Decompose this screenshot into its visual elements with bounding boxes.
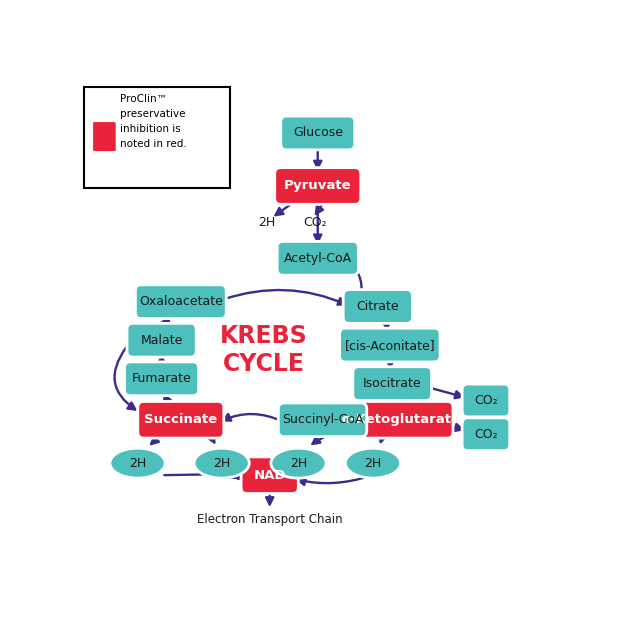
FancyBboxPatch shape [462, 418, 510, 451]
FancyBboxPatch shape [92, 121, 117, 151]
Text: [cis-Aconitate]: [cis-Aconitate] [345, 339, 435, 352]
FancyBboxPatch shape [84, 87, 230, 188]
FancyBboxPatch shape [127, 324, 196, 357]
Text: 2H: 2H [129, 456, 146, 470]
Text: KREBS
CYCLE: KREBS CYCLE [220, 324, 308, 376]
Text: ProClin™
preservative
inhibition is
noted in red.: ProClin™ preservative inhibition is note… [120, 95, 187, 149]
Text: Pyruvate: Pyruvate [284, 180, 352, 192]
FancyBboxPatch shape [278, 403, 367, 437]
Text: NAD: NAD [254, 469, 286, 481]
FancyBboxPatch shape [343, 290, 412, 324]
Text: Citrate: Citrate [356, 300, 399, 313]
FancyBboxPatch shape [241, 457, 298, 493]
FancyBboxPatch shape [348, 401, 453, 438]
Text: 2H: 2H [290, 456, 307, 470]
Text: CO₂: CO₂ [474, 428, 498, 441]
Text: α-Ketoglutarate: α-Ketoglutarate [341, 413, 460, 426]
Text: Malate: Malate [140, 334, 183, 347]
Text: Isocitrate: Isocitrate [363, 377, 422, 390]
FancyBboxPatch shape [275, 168, 361, 204]
Text: 2H: 2H [258, 215, 275, 228]
Text: CO₂: CO₂ [474, 394, 498, 407]
FancyBboxPatch shape [462, 384, 510, 417]
Text: 2H: 2H [365, 456, 382, 470]
Text: CO₂: CO₂ [304, 215, 327, 228]
Ellipse shape [271, 448, 326, 478]
FancyBboxPatch shape [125, 362, 198, 396]
Ellipse shape [345, 448, 401, 478]
Text: Oxaloacetate: Oxaloacetate [139, 295, 223, 308]
Text: Electron Transport Chain: Electron Transport Chain [197, 513, 342, 526]
FancyBboxPatch shape [138, 401, 224, 438]
Text: Acetyl-CoA: Acetyl-CoA [284, 252, 352, 265]
FancyBboxPatch shape [340, 328, 440, 362]
Text: Succinyl-CoA: Succinyl-CoA [282, 413, 363, 426]
FancyBboxPatch shape [353, 367, 432, 401]
FancyBboxPatch shape [135, 285, 226, 319]
Ellipse shape [194, 448, 249, 478]
Ellipse shape [110, 448, 165, 478]
Text: 2H: 2H [213, 456, 230, 470]
FancyBboxPatch shape [277, 242, 358, 275]
Text: Glucose: Glucose [293, 126, 343, 140]
FancyBboxPatch shape [281, 116, 355, 150]
Text: Fumarate: Fumarate [131, 372, 192, 385]
Text: Succinate: Succinate [144, 413, 218, 426]
